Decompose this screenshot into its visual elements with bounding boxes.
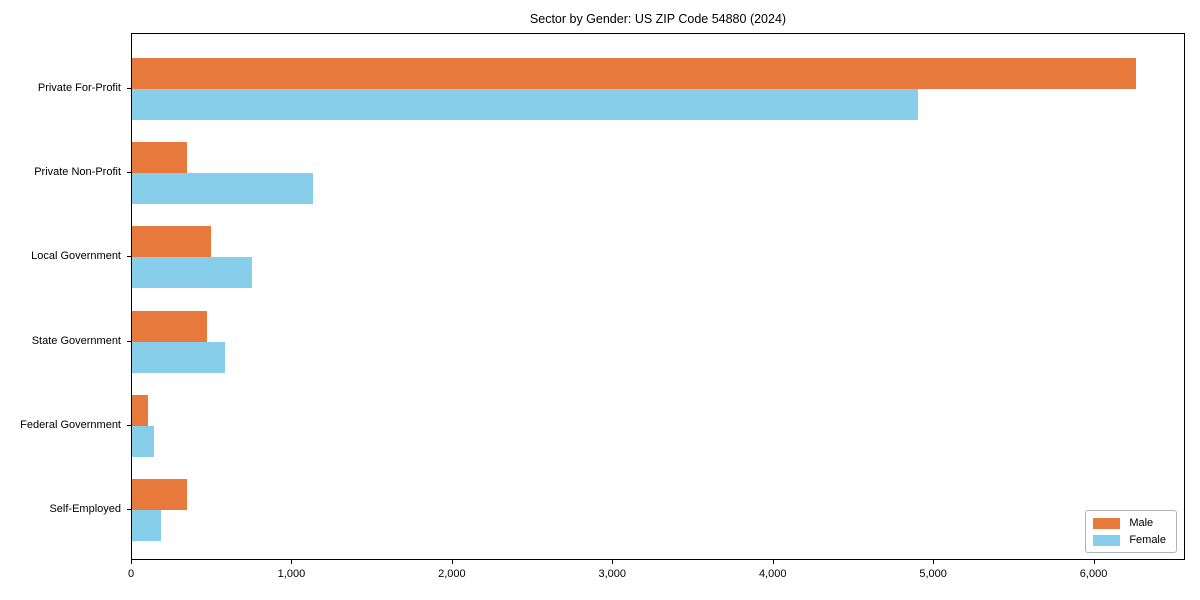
y-tick-label-state-government: State Government (31, 334, 121, 347)
y-tick-mark (127, 340, 131, 342)
x-tick-mark (933, 560, 935, 564)
y-tick-mark (127, 88, 131, 89)
bar-male-self-employed (132, 479, 187, 510)
bar-female-self-employed (132, 510, 161, 541)
bar-female-private-for-profit (132, 89, 919, 120)
legend-swatch-male (1093, 517, 1121, 529)
bar-female-state-government (132, 341, 226, 373)
legend-label-male: Male (1129, 517, 1154, 529)
legend: Male Female (1085, 510, 1177, 553)
x-tick-label-4-000: 4,000 (758, 568, 787, 580)
x-tick-label-2-000: 2,000 (438, 568, 466, 580)
bar-male-state-government (132, 310, 208, 342)
y-tick-label-self-employed: Self-Employed (49, 503, 121, 515)
x-tick-label-1-000: 1,000 (277, 568, 306, 580)
y-tick-label-private-for-profit: Private For-Profit (37, 82, 121, 94)
x-tick-label-5-000: 5,000 (919, 568, 947, 580)
bar-male-local-government (132, 226, 211, 258)
legend-swatch-female (1093, 534, 1121, 546)
x-tick-label-6-000: 6,000 (1079, 568, 1108, 580)
x-tick-mark (612, 560, 614, 564)
bar-male-private-for-profit (132, 58, 1137, 89)
y-tick-mark (127, 172, 131, 174)
legend-entry-female: Female (1093, 534, 1166, 546)
y-tick-mark (127, 256, 131, 258)
x-tick-mark (451, 560, 453, 564)
y-tick-mark (127, 424, 131, 426)
y-tick-mark (127, 509, 131, 510)
x-tick-label-3-000: 3,000 (598, 568, 627, 580)
x-tick-mark (1093, 560, 1095, 564)
bar-female-private-non-profit (132, 173, 314, 205)
x-tick-label-0: 0 (127, 568, 135, 580)
bar-male-federal-government (132, 394, 149, 426)
x-tick-mark (291, 560, 293, 564)
bar-male-private-non-profit (132, 142, 187, 174)
legend-entry-male: Male (1093, 517, 1166, 529)
legend-label-female: Female (1129, 534, 1166, 546)
bar-female-federal-government (132, 425, 154, 457)
y-tick-label-private-non-profit: Private Non-Profit (34, 166, 121, 179)
plot-area: Male Female (131, 33, 1185, 560)
y-tick-label-federal-government: Federal Government (20, 418, 121, 431)
chart-title: Sector by Gender: US ZIP Code 54880 (202… (529, 12, 787, 26)
bar-female-local-government (132, 257, 253, 289)
x-tick-mark (131, 560, 132, 564)
x-tick-mark (772, 560, 774, 564)
y-tick-label-local-government: Local Government (31, 250, 121, 263)
